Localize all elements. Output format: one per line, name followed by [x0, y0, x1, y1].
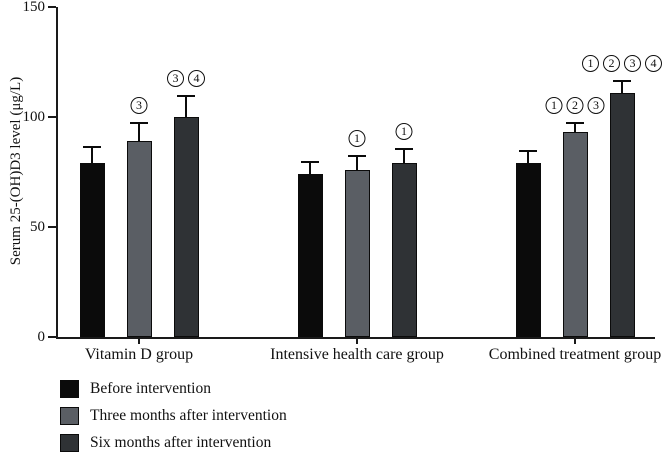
- circled-number-annotation: 4: [645, 54, 662, 72]
- x-category-label: Intensive health care group: [270, 346, 444, 363]
- legend-item: Before intervention: [60, 380, 211, 398]
- error-bar-stem: [91, 147, 93, 164]
- circled-number-annotation: 3: [130, 96, 148, 114]
- circled-number-annotation: 1: [348, 129, 366, 147]
- significance-annotations: 1: [395, 123, 413, 140]
- bar-intensive-health-care-group-s0: [297, 174, 323, 337]
- x-tick-mark: [138, 339, 140, 344]
- bar-combined-treatment-group-s0: [515, 163, 541, 337]
- significance-annotations: 3: [130, 96, 148, 114]
- error-bar-cap: [83, 145, 101, 148]
- circled-number-annotation: 2: [603, 54, 620, 72]
- legend-label: Six months after intervention: [90, 434, 272, 451]
- circled-number-annotation: 1: [395, 123, 413, 140]
- circled-number-annotation: 1: [545, 96, 563, 114]
- y-tick-label: 50: [30, 219, 45, 235]
- y-tick-label: 100: [22, 109, 46, 125]
- bar-intensive-health-care-group-s2: [391, 163, 417, 337]
- error-bar-cap: [130, 121, 148, 124]
- error-bar-stem: [309, 163, 311, 175]
- legend-label: Three months after intervention: [90, 407, 287, 424]
- y-tick-mark: [48, 116, 56, 118]
- y-tick-label: 150: [22, 0, 46, 15]
- bar-combined-treatment-group-s1: [562, 132, 588, 337]
- bar-combined-treatment-group-s2: [609, 92, 635, 337]
- error-bar-stem: [138, 123, 140, 142]
- circled-number-annotation: 3: [624, 54, 641, 72]
- error-bar-stem: [403, 150, 405, 164]
- bar-intensive-health-care-group-s1: [344, 169, 370, 337]
- error-bar-cap: [566, 121, 584, 124]
- circled-number-annotation: 2: [566, 96, 584, 114]
- error-bar-cap: [395, 148, 413, 150]
- legend-item: Three months after intervention: [60, 407, 287, 425]
- y-axis-line: [56, 7, 58, 339]
- x-tick-mark: [574, 339, 576, 344]
- error-bar-cap: [177, 95, 195, 98]
- error-bar-stem: [574, 123, 576, 133]
- legend-swatch: [60, 380, 79, 398]
- error-bar-stem: [527, 152, 529, 164]
- y-tick-label: 0: [37, 329, 46, 345]
- bar-vitamin-d-group-s0: [79, 163, 105, 337]
- y-tick-mark: [48, 6, 56, 8]
- y-tick-mark: [48, 226, 56, 228]
- x-tick-mark: [356, 339, 358, 344]
- significance-annotations: 1: [348, 129, 366, 147]
- x-category-label: Vitamin D group: [84, 346, 194, 363]
- bar-vitamin-d-group-s1: [126, 141, 152, 337]
- legend-item: Six months after intervention: [60, 434, 271, 452]
- error-bar-stem: [356, 156, 358, 170]
- bar-vitamin-d-group-s2: [173, 117, 199, 337]
- legend-label: Before intervention: [90, 380, 211, 397]
- error-bar-stem: [621, 81, 623, 93]
- error-bar-cap: [613, 79, 631, 82]
- y-axis-title: Serum 25-(OH)D3 level (μg/L): [8, 76, 24, 266]
- circled-number-annotation: 3: [167, 70, 184, 88]
- x-axis-line: [56, 337, 655, 339]
- error-bar-cap: [348, 154, 366, 157]
- legend-swatch: [60, 407, 79, 425]
- error-bar-cap: [301, 161, 319, 164]
- error-bar-stem: [185, 97, 187, 117]
- circled-number-annotation: 3: [587, 96, 605, 114]
- circled-number-annotation: 4: [188, 70, 205, 88]
- error-bar-cap: [519, 150, 537, 153]
- circled-number-annotation: 1: [582, 54, 599, 72]
- y-tick-mark: [48, 336, 56, 338]
- x-category-label: Combined treatment group: [488, 346, 662, 363]
- legend-swatch: [60, 434, 79, 452]
